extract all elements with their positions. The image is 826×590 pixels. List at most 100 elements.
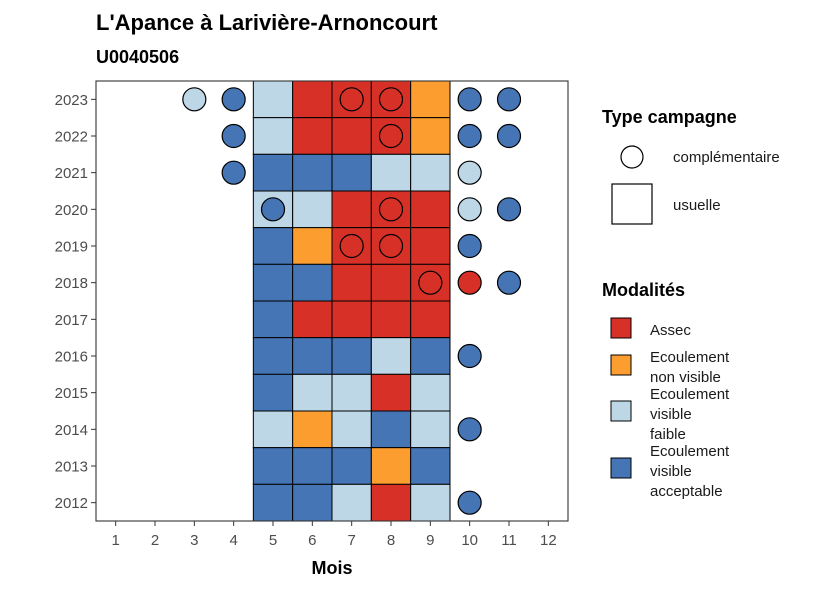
point-2021-10 <box>457 160 482 185</box>
cell-2023-6 <box>292 80 333 119</box>
y-tick-label: 2019 <box>55 239 88 256</box>
legend-label-1-0: Ecoulement <box>650 349 730 366</box>
cell-2022-5 <box>252 117 294 155</box>
legend-label-1-1: non visible <box>650 369 721 386</box>
cell-2017-6 <box>292 300 333 339</box>
x-tick-label: 7 <box>347 532 355 549</box>
legend-label-3-2: acceptable <box>650 483 723 500</box>
complementaire-points <box>182 87 522 515</box>
y-tick-label: 2018 <box>55 275 88 292</box>
legend-type-label-complementaire: complémentaire <box>673 149 780 166</box>
cell-2016-7 <box>331 337 372 375</box>
y-tick-label: 2017 <box>55 312 88 329</box>
x-tick-label: 2 <box>151 532 159 549</box>
cell-2015-8 <box>370 373 412 412</box>
cell-2017-9 <box>410 300 451 339</box>
cell-2014-8 <box>370 410 412 449</box>
y-tick-label: 2020 <box>55 202 88 219</box>
legend-type-title: Type campagne <box>602 107 737 127</box>
point-2022-4 <box>221 123 246 149</box>
legend-label-0-0: Assec <box>650 322 691 339</box>
legend-label-2-2: faible <box>650 426 686 443</box>
x-tick-label: 4 <box>229 532 237 549</box>
cell-2021-9 <box>410 153 451 192</box>
cell-2013-9 <box>410 447 451 485</box>
cell-2020-6 <box>292 190 333 229</box>
cell-2017-7 <box>331 300 372 339</box>
point-2023-4 <box>221 87 246 112</box>
plot-area: 1 2 3 4 5 6 7 8 9 10 11 12 201220132014201520162017… <box>55 80 569 549</box>
cell-2015-5 <box>252 373 294 412</box>
legend-label-2-0: Ecoulement <box>650 386 730 403</box>
y-tick-label: 2023 <box>55 92 88 109</box>
cell-2015-7 <box>331 373 372 412</box>
cell-2022-7 <box>331 117 372 155</box>
point-2023-3 <box>182 87 207 112</box>
y-tick-label: 2021 <box>55 165 88 182</box>
y-tick-label: 2012 <box>55 495 88 512</box>
cell-2017-5 <box>252 300 294 339</box>
cell-2016-5 <box>252 337 294 375</box>
cell-2015-6 <box>292 373 333 412</box>
point-2020-11 <box>496 197 522 222</box>
legend-swatch-2 <box>610 400 632 422</box>
point-2023-10 <box>457 87 482 112</box>
point-2016-10 <box>457 343 482 369</box>
cell-2018-8 <box>370 263 412 302</box>
x-tick-label: 9 <box>426 532 434 549</box>
point-2019-8 <box>378 233 404 259</box>
x-tick-label: 6 <box>308 532 316 549</box>
cell-2012-6 <box>292 483 333 522</box>
cell-2013-7 <box>331 447 372 485</box>
x-tick-label: 11 <box>501 532 517 549</box>
x-tick-label: 12 <box>540 532 557 549</box>
cell-2012-8 <box>370 483 412 522</box>
cell-2023-5 <box>252 80 294 119</box>
cell-2016-6 <box>292 337 333 375</box>
point-2023-7 <box>339 87 364 112</box>
cell-2021-5 <box>252 153 294 192</box>
cell-2014-6 <box>292 410 333 449</box>
cell-2013-6 <box>292 447 333 485</box>
cell-2020-7 <box>331 190 372 229</box>
cell-2012-7 <box>331 483 372 522</box>
cell-2018-6 <box>292 263 333 302</box>
legend-label-3-0: Ecoulement <box>650 443 730 460</box>
point-2022-8 <box>378 123 404 149</box>
cell-2014-5 <box>252 410 294 449</box>
cell-2020-9 <box>410 190 451 229</box>
cell-2014-9 <box>410 410 451 449</box>
cell-2018-5 <box>252 263 294 302</box>
cell-2021-6 <box>292 153 333 192</box>
plot-border <box>95 80 569 522</box>
usuelle-cells <box>252 80 451 522</box>
cell-2012-5 <box>252 483 294 522</box>
cell-2013-8 <box>370 447 412 485</box>
legend-swatch-1 <box>610 354 632 376</box>
chart-subtitle: U0040506 <box>96 47 179 67</box>
point-2022-11 <box>496 123 522 149</box>
point-2018-11 <box>496 270 522 295</box>
legend-swatch-3 <box>610 457 632 479</box>
point-2023-8 <box>378 87 404 112</box>
cell-2021-8 <box>370 153 412 192</box>
point-2022-10 <box>457 123 482 149</box>
x-tick-label: 10 <box>461 532 478 549</box>
cell-2015-9 <box>410 373 451 412</box>
y-tick-label: 2014 <box>55 422 88 439</box>
cell-2022-6 <box>292 117 333 155</box>
legend-label-3-1: visible <box>650 463 692 480</box>
cell-2016-8 <box>370 337 412 375</box>
x-axis: 1 2 3 4 5 6 7 8 9 10 11 12 <box>111 521 557 549</box>
point-2020-5 <box>260 197 286 222</box>
y-tick-label: 2022 <box>55 129 88 146</box>
point-2019-10 <box>457 233 482 259</box>
point-2021-4 <box>221 160 246 185</box>
cell-2016-9 <box>410 337 451 375</box>
y-tick-label: 2016 <box>55 349 88 366</box>
point-2018-9 <box>418 270 443 295</box>
y-axis: 2012 2013 2014 2015 2016 2017 2018 2019 2020 2021… <box>55 92 96 512</box>
cell-2017-8 <box>370 300 412 339</box>
